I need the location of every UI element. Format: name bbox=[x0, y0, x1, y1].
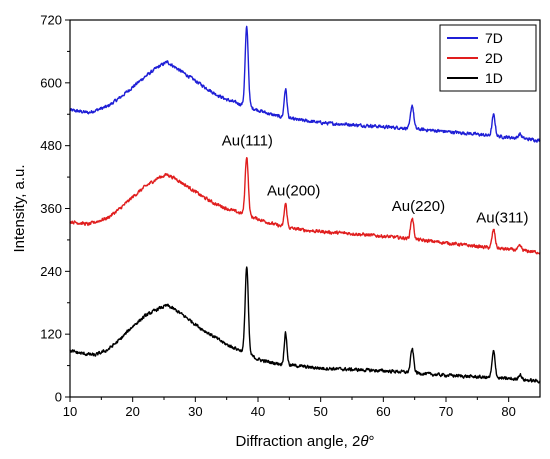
legend-label: 1D bbox=[485, 70, 503, 86]
y-tick-label: 0 bbox=[55, 390, 62, 405]
x-tick-label: 40 bbox=[251, 404, 265, 419]
series-line-2d bbox=[69, 156, 541, 255]
y-axis-label: Intensity, a.u. bbox=[11, 164, 28, 252]
y-tick-label: 600 bbox=[40, 75, 62, 90]
x-tick-label: 80 bbox=[501, 404, 515, 419]
y-axis: 0 120 240 360 480 600 720 bbox=[40, 13, 70, 405]
peak-annotation: Au(200) bbox=[267, 182, 320, 199]
legend-label: 2D bbox=[485, 50, 503, 66]
series-line-1d bbox=[69, 266, 541, 384]
y-tick-label: 240 bbox=[40, 264, 62, 279]
legend: 7D 2D 1D bbox=[439, 24, 537, 92]
x-tick-label: 60 bbox=[376, 404, 390, 419]
series-layer bbox=[69, 25, 541, 384]
y-tick-label: 360 bbox=[40, 201, 62, 216]
series-line-7d bbox=[69, 25, 541, 143]
x-tick-label: 20 bbox=[125, 404, 139, 419]
x-tick-label: 70 bbox=[439, 404, 453, 419]
peak-annotation: Au(311) bbox=[476, 210, 528, 227]
x-axis-label: Diffraction angle, 2θ° bbox=[236, 433, 375, 450]
peak-annotation: Au(111) bbox=[222, 133, 273, 150]
peak-annotation: Au(220) bbox=[392, 198, 445, 215]
x-axis: 10 20 30 40 50 60 70 80 bbox=[63, 397, 516, 419]
x-tick-label: 30 bbox=[188, 404, 202, 419]
y-tick-label: 480 bbox=[40, 138, 62, 153]
x-tick-label: 10 bbox=[63, 404, 77, 419]
annotation-layer: Au(111) Au(200) Au(220) Au(311) bbox=[222, 133, 529, 227]
x-tick-label: 50 bbox=[313, 404, 327, 419]
y-tick-label: 720 bbox=[40, 13, 62, 28]
legend-label: 7D bbox=[485, 30, 503, 46]
y-tick-label: 120 bbox=[40, 327, 62, 342]
